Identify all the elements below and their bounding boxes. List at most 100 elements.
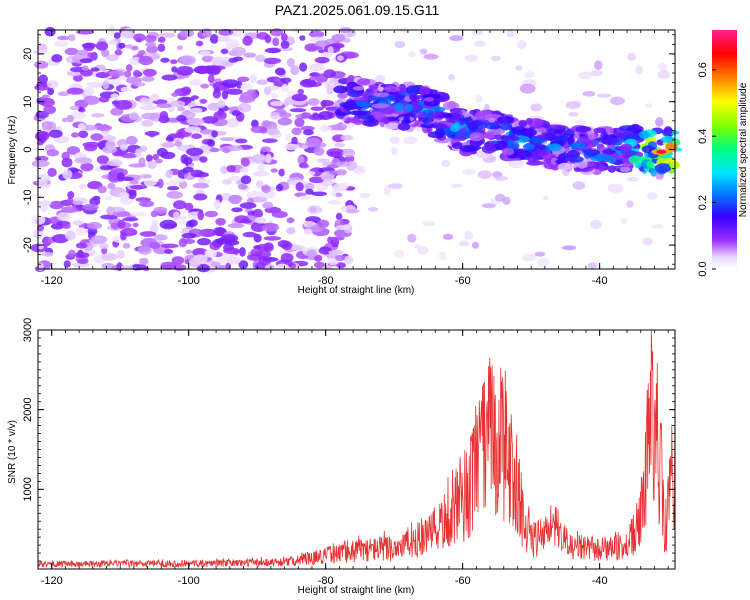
heatmap-noise-blob <box>140 199 147 207</box>
heatmap-noise-blob <box>68 34 76 42</box>
heatmap-ridge-blob <box>380 107 397 115</box>
heatmap-faint-blob <box>439 251 447 261</box>
heatmap-noise-blob <box>227 223 245 229</box>
heatmap-noise-blob <box>239 218 252 224</box>
heatmap-ridge-blob <box>547 125 566 130</box>
heatmap-noise-blob <box>110 93 119 100</box>
heatmap-noise-blob <box>74 227 88 236</box>
heatmap-noise-blob <box>178 55 196 66</box>
heatmap-noise-blob <box>311 191 328 197</box>
heatmap-noise-blob <box>192 248 208 257</box>
heatmap-noise-blob <box>201 55 214 63</box>
heatmap-noise-blob <box>254 217 267 224</box>
heatmap-noise-blob <box>142 174 152 179</box>
heatmap-noise-blob <box>150 93 160 102</box>
heatmap-noise-blob <box>107 182 116 190</box>
heatmap-noise-blob <box>309 63 325 72</box>
heatmap-ridge-blob <box>443 113 452 119</box>
heatmap-faint-blob <box>610 96 625 106</box>
heatmap-noise-blob <box>284 143 301 151</box>
heatmap-noise-blob <box>199 50 211 57</box>
heatmap-faint-blob <box>572 181 586 190</box>
heatmap-noise-blob <box>307 46 323 51</box>
heatmap-noise-blob <box>328 236 345 241</box>
heatmap-noise-blob <box>107 40 119 45</box>
heatmap-noise-blob <box>35 174 51 182</box>
heatmap-noise-blob <box>110 107 124 116</box>
heatmap-faint-blob <box>537 258 550 268</box>
colorbar-tick-label: 0.6 <box>697 62 709 77</box>
heatmap-noise-blob <box>188 79 202 86</box>
heatmap-noise-blob <box>110 222 120 230</box>
heatmap-ridge-blob <box>568 155 584 163</box>
heatmap-noise-blob <box>271 210 288 219</box>
heatmap-noise-blob <box>187 144 195 149</box>
heatmap-noise-blob <box>132 222 139 228</box>
heatmap-noise-blob <box>182 166 194 173</box>
heatmap-noise-blob <box>99 165 113 171</box>
heatmap-faint-blob <box>331 123 348 131</box>
heatmap-faint-blob <box>577 71 593 80</box>
y-tick-label: 2000 <box>22 397 34 421</box>
heatmap-noise-blob <box>197 238 211 246</box>
heatmap-noise-blob <box>143 179 157 187</box>
page-title: PAZ1.2025.061.09.15.G11 <box>275 2 440 18</box>
heatmap-noise-blob <box>280 253 294 263</box>
heatmap-noise-blob <box>337 55 344 61</box>
heatmap-noise-blob <box>266 128 280 136</box>
heatmap-noise-blob <box>205 65 222 74</box>
heatmap-noise-blob <box>171 256 185 265</box>
y-tick-label: 10 <box>22 96 34 108</box>
heatmap-faint-blob <box>626 200 634 208</box>
heatmap-noise-blob <box>181 232 197 239</box>
heatmap-noise-blob <box>317 219 330 228</box>
heatmap-noise-blob <box>115 211 130 217</box>
heatmap-noise-blob <box>335 192 343 198</box>
heatmap-ridge-blob <box>403 114 411 124</box>
heatmap-noise-blob <box>84 86 94 96</box>
heatmap-noise-blob <box>291 136 298 146</box>
heatmap-noise-blob <box>132 82 146 87</box>
y-tick-label: -10 <box>22 189 34 205</box>
heatmap-noise-blob <box>229 28 244 38</box>
heatmap-noise-blob <box>326 148 345 158</box>
heatmap-faint-blob <box>335 225 351 230</box>
heatmap-noise-blob <box>231 110 241 117</box>
heatmap-noise-blob <box>250 196 268 203</box>
heatmap-ridge-blob <box>432 123 448 130</box>
heatmap-noise-blob <box>195 40 204 47</box>
heatmap-noise-blob <box>193 193 208 201</box>
heatmap-faint-blob <box>575 119 587 126</box>
heatmap-noise-blob <box>120 231 127 241</box>
heatmap-noise-blob <box>120 152 138 159</box>
heatmap-noise-blob <box>51 234 69 244</box>
heatmap-ridge-blob <box>525 117 533 125</box>
heatmap-noise-blob <box>201 28 212 38</box>
heatmap-ridge-blob <box>500 122 512 131</box>
heatmap-noise-blob <box>263 57 282 64</box>
heatmap-noise-blob <box>239 202 257 209</box>
heatmap-ridge-blob <box>575 126 592 133</box>
heatmap-noise-blob <box>146 154 153 163</box>
heatmap-noise-blob <box>242 231 257 238</box>
heatmap-noise-blob <box>130 45 139 51</box>
heatmap-noise-blob <box>320 126 332 131</box>
heatmap-faint-blob <box>343 37 351 43</box>
heatmap-noise-blob <box>49 200 64 210</box>
heatmap-noise-blob <box>300 112 312 118</box>
heatmap-noise-blob <box>231 207 243 213</box>
heatmap-noise-blob <box>228 50 239 57</box>
heatmap-noise-blob <box>157 178 164 189</box>
x-tick-label: -40 <box>592 275 608 287</box>
heatmap-ridge-blob <box>479 133 487 138</box>
heatmap-noise-blob <box>178 215 187 220</box>
heatmap-faint-blob <box>517 39 527 49</box>
heatmap-noise-blob <box>97 185 107 194</box>
heatmap-ridge-blob <box>527 155 537 163</box>
heatmap-noise-blob <box>90 235 108 245</box>
heatmap-faint-blob <box>327 46 334 56</box>
heatmap-noise-blob <box>145 41 157 48</box>
heatmap-noise-blob <box>132 69 141 78</box>
heatmap-noise-blob <box>108 70 126 77</box>
heatmap-noise-blob <box>156 103 173 108</box>
